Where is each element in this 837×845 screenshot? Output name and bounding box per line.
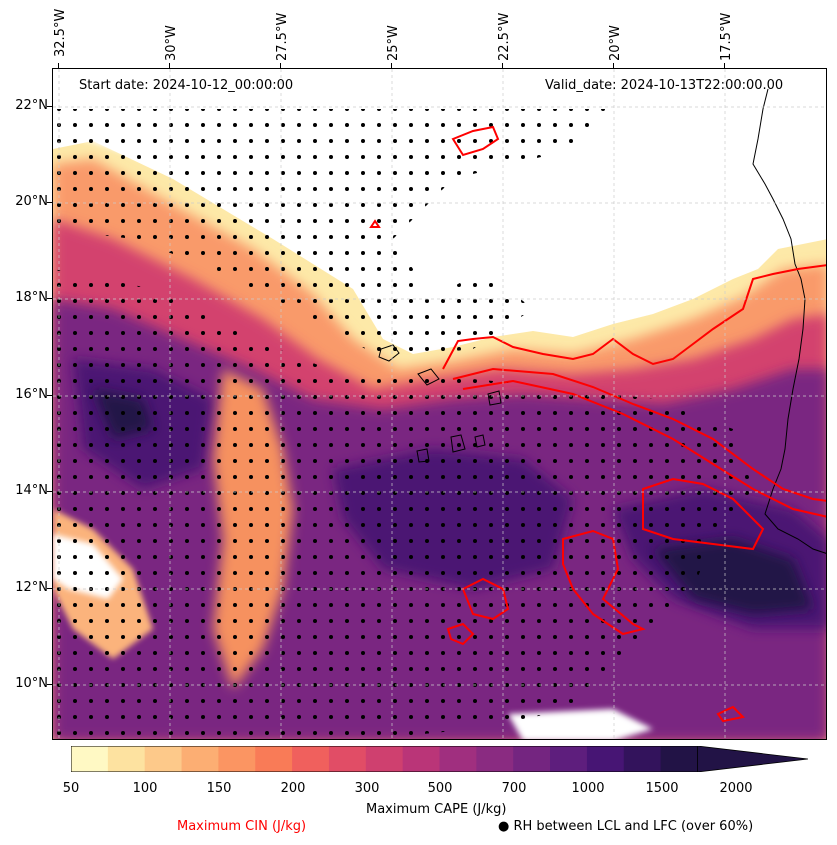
lon-label-27.5W: 27.5°W	[275, 12, 290, 61]
colorbar-tick-label: 150	[206, 781, 232, 796]
island-outline	[487, 390, 502, 406]
lon-label-30W: 30°W	[164, 25, 179, 61]
cin-contour-main	[642, 477, 765, 551]
valid-date-label: Valid_date: 2024-10-13T22:00:00.00	[545, 78, 784, 93]
colorbar-tick-label: 700	[501, 781, 527, 796]
colorbar-tick-label: 300	[354, 781, 380, 796]
cin-contour-main	[562, 529, 646, 636]
lon-tick	[502, 63, 503, 68]
colorbar-segment	[402, 746, 440, 772]
colorbar-tick-label: 1000	[571, 781, 605, 796]
lon-tick	[58, 63, 59, 68]
no-cape-region	[508, 709, 653, 739]
colorbar-tick-label: 100	[132, 781, 158, 796]
lon-tick	[391, 63, 392, 68]
island-outline	[417, 368, 440, 386]
lat-label-22N: 22°N	[15, 98, 48, 113]
island-outline	[416, 448, 430, 463]
cape-field	[53, 69, 826, 739]
colorbar-tick-label: 1500	[645, 781, 679, 796]
colorbar-segment	[181, 746, 219, 772]
lon-tick	[724, 63, 725, 68]
colorbar-extend-arrow	[697, 746, 808, 772]
island-outline	[450, 434, 466, 453]
colorbar-tick-label: 2000	[719, 781, 753, 796]
lon-tick	[169, 63, 170, 68]
cape-layer-2000	[93, 389, 813, 614]
lon-label-20W: 20°W	[608, 25, 623, 61]
lon-label-17.5W: 17.5°W	[719, 12, 734, 61]
colorbar-tick-label: 50	[62, 781, 80, 796]
lon-label-25W: 25°W	[386, 25, 401, 61]
lon-label-32.5W: 32.5°W	[53, 8, 68, 57]
lat-tick	[47, 588, 52, 589]
island-outline	[474, 434, 486, 448]
colorbar-segment	[107, 746, 146, 772]
colorbar-segment	[660, 746, 698, 772]
lat-tick	[47, 298, 52, 299]
lat-tick	[47, 395, 52, 396]
colorbar-segment	[586, 746, 625, 772]
colorbar-segment	[365, 746, 404, 772]
colorbar-segment	[292, 746, 330, 772]
colorbar-segment	[71, 746, 109, 772]
colorbar-tick-label: 200	[280, 781, 306, 796]
lat-tick	[47, 684, 52, 685]
colorbar-segment	[439, 746, 477, 772]
colorbar-title: Maximum CAPE (J/kg)	[366, 802, 507, 817]
lat-label-16N: 16°N	[15, 387, 48, 402]
cin-contour-small	[461, 577, 510, 621]
cape-map[interactable]	[52, 68, 827, 740]
lat-label-20N: 20°N	[15, 194, 48, 209]
lat-label-12N: 12°N	[15, 580, 48, 595]
lat-label-10N: 10°N	[15, 676, 48, 691]
lat-tick	[47, 106, 52, 107]
colorbar-tick-label: 500	[427, 781, 453, 796]
lat-tick	[47, 491, 52, 492]
cin-contour-main	[442, 264, 826, 370]
colorbar-segment	[218, 746, 256, 772]
cin-contour-small	[446, 622, 475, 646]
cin-contour-main	[462, 379, 826, 518]
lat-label-18N: 18°N	[15, 290, 48, 305]
lon-tick	[280, 63, 281, 68]
lon-tick	[613, 63, 614, 68]
lat-tick	[47, 202, 52, 203]
cape-colorbar	[71, 746, 808, 772]
rh-legend-label: ● RH between LCL and LFC (over 60%)	[498, 819, 754, 834]
start-date-label: Start date: 2024-10-12_00:00:00	[79, 78, 294, 93]
cin-contours	[369, 125, 826, 723]
colorbar-segment	[255, 746, 293, 772]
cin-contour-small	[716, 705, 746, 723]
colorbar-segment	[476, 746, 514, 772]
lat-label-14N: 14°N	[15, 483, 48, 498]
island-outline	[378, 344, 400, 362]
rh-stipple	[53, 269, 753, 739]
colorbar-segment	[144, 746, 183, 772]
colorbar-segment	[623, 746, 662, 772]
map-canvas	[53, 69, 826, 739]
rh-stipple	[53, 109, 613, 359]
cin-legend-label: Maximum CIN (J/kg)	[177, 819, 307, 834]
cin-contour-north	[451, 125, 500, 157]
lon-label-22.5W: 22.5°W	[497, 12, 512, 61]
map-gridlines	[53, 69, 826, 739]
colorbar-segment	[550, 746, 588, 772]
cin-contour-small	[369, 219, 381, 228]
colorbar-segment	[328, 746, 367, 772]
africa-coastline	[752, 88, 826, 554]
colorbar-segment	[513, 746, 551, 772]
